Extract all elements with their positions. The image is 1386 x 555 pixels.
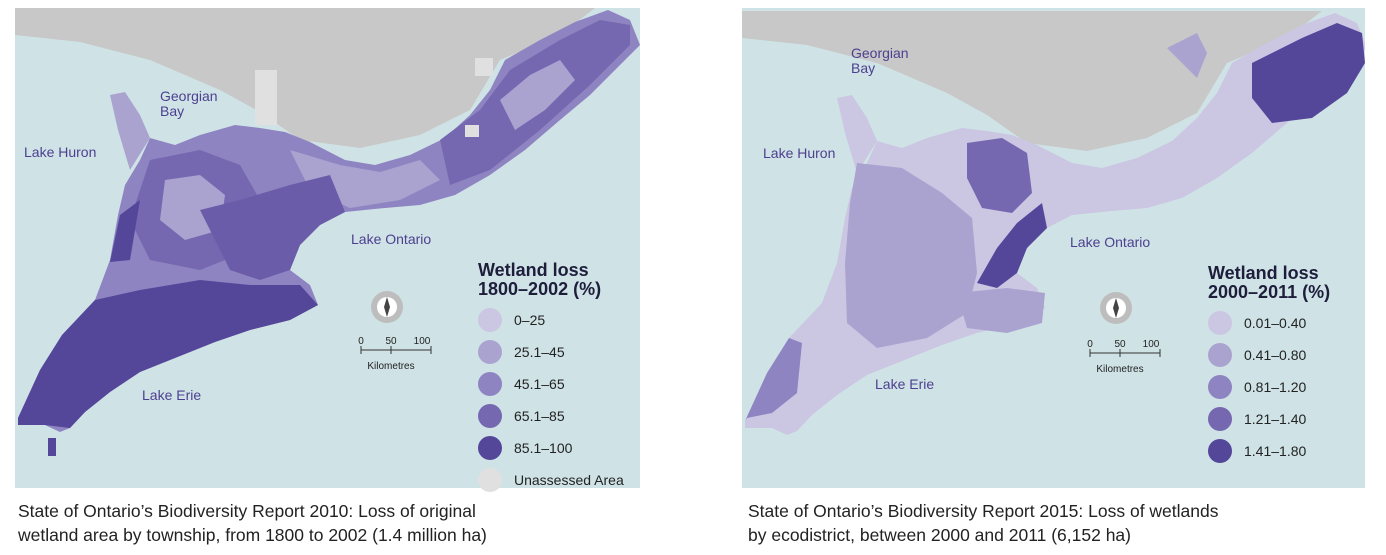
region [967,138,1032,213]
caption: by ecodistrict, between 2000 and 2011 (6… [748,525,1131,545]
legend-title: 2000–2011 (%) [1208,282,1330,302]
scale-unit: Kilometres [367,361,414,372]
region [957,288,1045,333]
legend-swatch [478,404,502,428]
water-label: Lake Erie [875,376,934,392]
region [745,338,802,421]
legend-title: 1800–2002 (%) [478,279,601,299]
water-label: Georgian [160,88,218,104]
legend-swatch [1208,311,1232,335]
scale-label: 100 [414,336,431,347]
legend-swatch [1208,343,1232,367]
legend-label: 0.01–0.40 [1244,315,1306,331]
unassessed-area [255,70,277,125]
legend-label: 85.1–100 [514,440,573,456]
water-label: Lake Huron [24,144,96,160]
legend-swatch [1208,375,1232,399]
legend-label: 45.1–65 [514,376,565,392]
legend-label: 0.81–1.20 [1244,379,1306,395]
caption: wetland area by township, from 1800 to 2… [17,525,487,545]
scale-label: 0 [358,336,364,347]
caption: State of Ontario’s Biodiversity Report 2… [748,501,1219,521]
water-label: Georgian [851,45,909,61]
region [845,163,977,348]
legend-label: 1.21–1.40 [1244,411,1306,427]
legend-title: Wetland loss [1208,263,1319,283]
map-right [742,8,1365,488]
water-label: Lake Huron [763,145,835,161]
legend-label: 65.1–85 [514,408,565,424]
caption: State of Ontario’s Biodiversity Report 2… [18,501,476,521]
legend-swatch [478,308,502,332]
water-label: Lake Ontario [1070,234,1150,250]
unassessed-area [475,58,493,76]
region [500,60,575,130]
region [1167,33,1207,78]
water-label: Lake Erie [142,387,201,403]
legend-label: 25.1–45 [514,344,565,360]
region [1252,23,1365,123]
legend-label: 0.41–0.80 [1244,347,1306,363]
region [110,200,140,262]
legend-label: 0–25 [514,312,545,328]
legend-swatch [1208,439,1232,463]
scale-label: 100 [1143,339,1160,350]
region [48,438,56,456]
compass [371,291,1132,324]
water-label: Lake Ontario [351,231,431,247]
legend-swatch [478,468,502,492]
region [18,280,318,428]
unassessed-area [465,125,479,137]
legend-label: Unassessed Area [514,472,624,488]
region [977,203,1047,288]
legend-swatch [478,340,502,364]
scale-bar [360,346,1161,357]
scale-label: 0 [1087,339,1093,350]
water-label: Bay [851,60,875,76]
water-label: Bay [160,103,184,119]
legend-title: Wetland loss [478,260,589,280]
scale-label: 50 [1114,339,1126,350]
region [200,175,345,280]
legend-swatch [478,372,502,396]
legend-swatch [478,436,502,460]
legend-swatch [1208,407,1232,431]
scale-label: 50 [385,336,397,347]
legend-label: 1.41–1.80 [1244,443,1306,459]
map-left [15,8,640,488]
scale-unit: Kilometres [1096,364,1143,375]
